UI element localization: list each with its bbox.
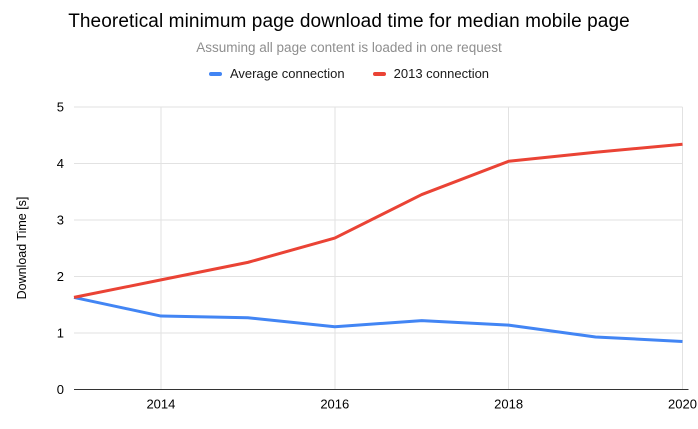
x-tick-labels: 2014 2016 2018 2020 [146,397,696,412]
y-tick-label-1: 1 [57,326,64,341]
legend-label-average-connection: Average connection [229,66,345,81]
series-line-2013-connection [73,142,683,299]
y-tick-label-2: 2 [57,269,64,284]
y-tick-label-0: 0 [57,382,64,397]
data-series-lines [73,142,683,343]
legend-label-2013-connection: 2013 connection [393,66,490,81]
legend-swatch-2013-connection-icon [372,71,386,76]
y-tick-label-5: 5 [57,100,64,115]
x-tick-label-2016: 2016 [320,397,349,412]
series-line-average-connection [73,295,683,343]
chart-title: Theoretical minimum page download time f… [68,11,630,32]
y-gridlines [74,106,683,334]
x-tick-label-2020: 2020 [668,397,697,412]
y-tick-label-3: 3 [57,213,64,228]
y-tick-label-4: 4 [57,156,64,171]
legend-item-average-connection: Average connection [208,66,345,81]
y-tick-labels: 0 1 2 3 4 5 [57,100,64,398]
chart-subtitle: Assuming all page content is loaded in o… [196,40,502,55]
x-tick-label-2014: 2014 [146,397,175,412]
x-tick-label-2018: 2018 [494,397,523,412]
legend-item-2013-connection: 2013 connection [372,66,490,81]
chart-legend: Average connection 2013 connection [0,66,698,81]
legend-swatch-average-connection-icon [208,71,222,76]
x-gridlines [160,107,683,390]
